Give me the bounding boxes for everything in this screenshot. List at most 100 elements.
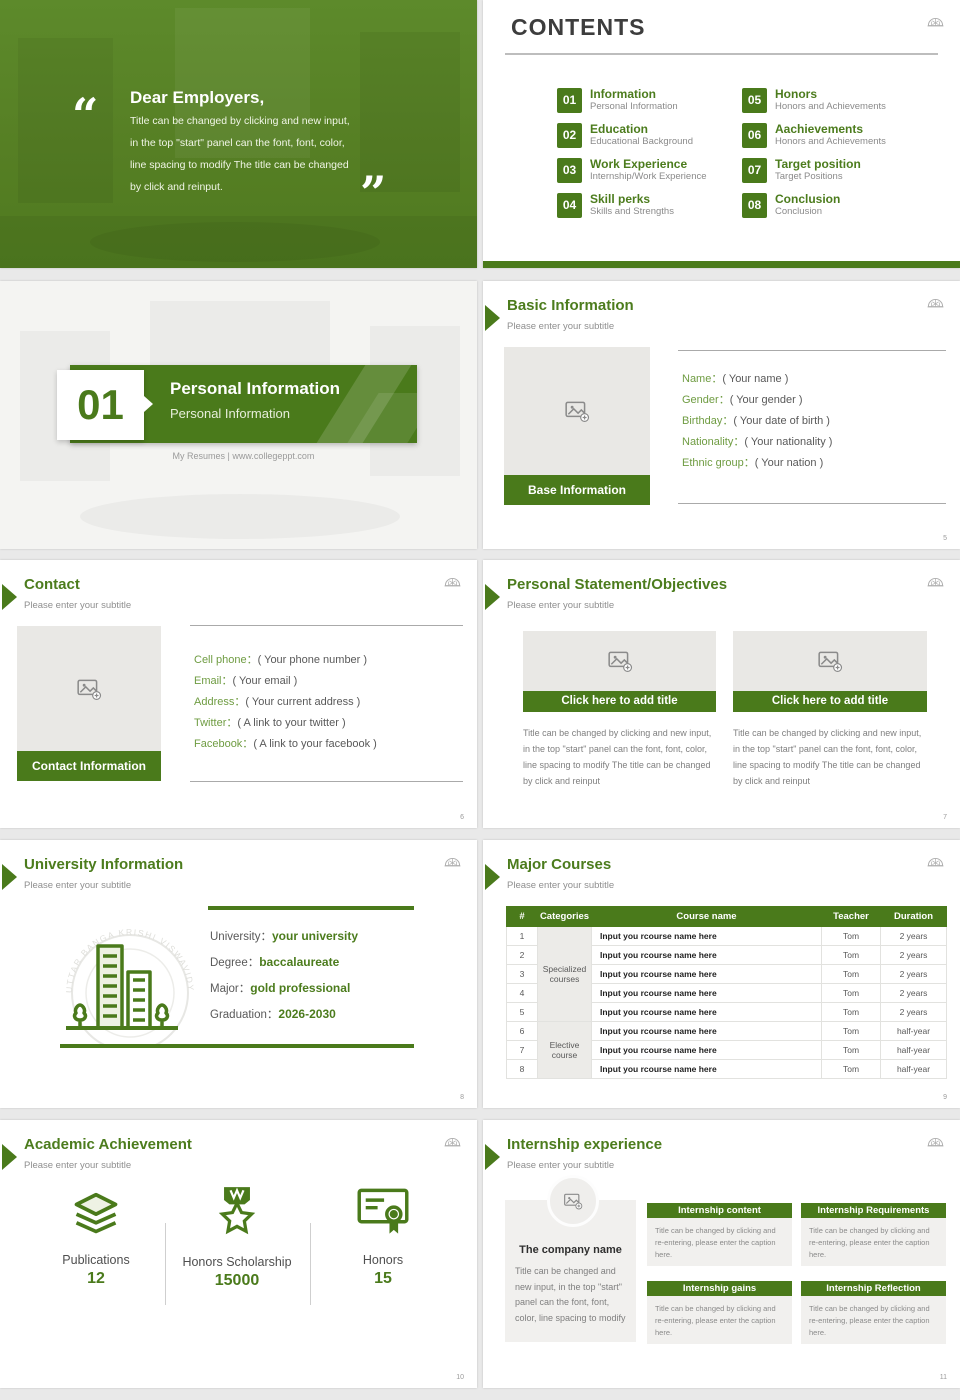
cell-course: Input you rcourse name here: [591, 1021, 822, 1041]
slide-title: University Information: [24, 856, 184, 873]
slide-contents[interactable]: CONTENTS 01 Information Personal Informati…: [483, 0, 960, 268]
cell-category: Elective course: [537, 1021, 592, 1079]
field-value: gold professional: [250, 981, 351, 995]
slide-cover[interactable]: “ Dear Employers, Title can be changed b…: [0, 0, 477, 268]
university-seal-icon: [927, 1138, 944, 1147]
item-number: 03: [557, 158, 582, 183]
divider: [165, 1223, 166, 1305]
slide-contact[interactable]: Contact Please enter your subtitle Conta…: [0, 560, 477, 828]
photo-placeholder[interactable]: Contact Information: [17, 626, 161, 781]
university-seal-icon: [444, 1138, 461, 1147]
slide-title: Internship experience: [507, 1136, 663, 1153]
slide-major-courses[interactable]: Major Courses Please enter your subtitle…: [483, 840, 960, 1108]
photo-placeholder[interactable]: Base Information: [504, 347, 650, 505]
field-label: Twitter：: [194, 717, 238, 729]
page-number: 5: [943, 535, 947, 542]
field-value: ( A link to your twitter ): [237, 717, 346, 729]
field-row: Gender：( Your gender ): [682, 390, 872, 411]
field-label: Gender：: [682, 394, 730, 406]
slide-subtitle: Please enter your subtitle: [24, 1160, 132, 1171]
cell-num: 1: [506, 926, 538, 946]
table-row: 6 Elective course Input you rcourse name h…: [506, 1021, 947, 1079]
statement-card: Click here to add title Title can be cha…: [523, 631, 716, 789]
item-title: Aachievements: [775, 122, 864, 136]
company-photo-placeholder[interactable]: [547, 1175, 599, 1227]
cover-body: Title can be changed by clicking and new…: [130, 115, 350, 193]
add-image-area[interactable]: [504, 347, 650, 475]
field-value: ( Your current address ): [245, 696, 361, 708]
table-row: 1 Specialized courses Input you rcourse na…: [506, 926, 947, 1022]
stat-honors: Honors 15: [308, 1186, 458, 1288]
field-label: University：: [210, 931, 272, 943]
cell-duration: 2 years: [880, 945, 947, 965]
add-title-button[interactable]: Click here to add title: [733, 691, 927, 712]
field-value: ( A link to your facebook ): [253, 738, 377, 750]
university-seal-icon: [927, 299, 944, 308]
background-shape: [90, 222, 380, 262]
field-row: Address：( Your current address ): [194, 692, 466, 713]
item-subtitle: Personal Information: [590, 101, 678, 112]
stat-label: Honors: [362, 1253, 404, 1267]
internship-card-requirements: Internship Requirements Title can be cha…: [801, 1203, 946, 1266]
cell-teacher: Tom: [821, 964, 881, 984]
stat-label: Publications: [62, 1253, 130, 1267]
field-list: Cell phone：( Your phone number ) Email：(…: [194, 650, 466, 755]
add-title-button[interactable]: Click here to add title: [523, 691, 716, 712]
table-header-row: # Categories Course name Teacher Duratio…: [506, 906, 947, 927]
contents-item-07[interactable]: 07 Target position Target Positions: [742, 157, 922, 185]
table-row: 4 Input you rcourse name here Tom 2 years: [506, 983, 947, 1003]
add-image-area[interactable]: [17, 626, 161, 751]
stat-honors-scholarship: Honors Scholarship 15000: [162, 1186, 312, 1290]
contents-item-06[interactable]: 06 Aachievements Honors and Achievements: [742, 122, 922, 150]
slide-academic-achievement[interactable]: Academic Achievement Please enter your s…: [0, 1120, 477, 1388]
add-image-area[interactable]: [733, 631, 927, 691]
stat-value: 15000: [214, 1272, 260, 1289]
slide-title: Basic Information: [507, 297, 634, 314]
item-subtitle: Honors and Achievements: [775, 101, 886, 112]
col-header: Categories: [537, 906, 592, 927]
bottom-accent-bar: [483, 261, 960, 268]
field-value: ( Your name ): [722, 373, 789, 385]
divider: [678, 350, 946, 351]
cell-duration: half-year: [880, 1021, 947, 1041]
item-subtitle: Target Positions: [775, 171, 843, 182]
contents-item-04[interactable]: 04 Skill perks Skills and Strengths: [557, 192, 737, 220]
section-footer: My Resumes | www.collegeppt.com: [172, 451, 315, 461]
contents-item-03[interactable]: 03 Work Experience Internship/Work Experie…: [557, 157, 737, 185]
slide-personal-statement[interactable]: Personal Statement/Objectives Please ent…: [483, 560, 960, 828]
slide-internship-experience[interactable]: Internship experience Please enter your …: [483, 1120, 960, 1388]
item-title: Target position: [775, 157, 861, 171]
contents-item-08[interactable]: 08 Conclusion Conclusion: [742, 192, 922, 220]
cell-teacher: Tom: [821, 983, 881, 1003]
contents-item-01[interactable]: 01 Information Personal Information: [557, 87, 737, 115]
contents-item-02[interactable]: 02 Education Educational Background: [557, 122, 737, 150]
university-seal-icon: [927, 18, 944, 27]
field-row: Name：( Your name ): [682, 369, 872, 390]
contents-item-05[interactable]: 05 Honors Honors and Achievements: [742, 87, 922, 115]
university-seal-icon: [927, 858, 944, 867]
slide-university-information[interactable]: University Information Please enter your…: [0, 840, 477, 1108]
field-value: ( Your email ): [232, 675, 298, 687]
item-subtitle: Educational Background: [590, 136, 693, 147]
item-subtitle: Internship/Work Experience: [590, 171, 707, 182]
slide-section-01[interactable]: 01 Personal Information Personal Informa…: [0, 281, 477, 549]
field-value: ( Your phone number ): [257, 654, 368, 666]
field-label: Name：: [682, 373, 723, 385]
university-seal-icon: [444, 858, 461, 867]
courses-table: # Categories Course name Teacher Duratio…: [506, 906, 947, 1079]
slide-basic-information[interactable]: Basic Information Please enter your subt…: [483, 281, 960, 549]
field-row: Twitter：( A link to your twitter ): [194, 713, 466, 734]
section-subtitle: Personal Information: [170, 406, 290, 421]
cell-course: Input you rcourse name here: [591, 1002, 822, 1022]
page-number: 7: [943, 814, 947, 821]
add-image-area[interactable]: [523, 631, 716, 691]
title-arrow-icon: [485, 864, 500, 890]
slide-subtitle: Please enter your subtitle: [507, 1160, 615, 1171]
cell-duration: half-year: [880, 1059, 947, 1079]
slide-title: Major Courses: [507, 856, 612, 873]
cell-course: Input you rcourse name here: [591, 1040, 822, 1060]
col-header: Course name: [591, 906, 822, 927]
cell-duration: half-year: [880, 1040, 947, 1060]
field-row: Email：( Your email ): [194, 671, 466, 692]
add-image-icon: [607, 651, 632, 672]
